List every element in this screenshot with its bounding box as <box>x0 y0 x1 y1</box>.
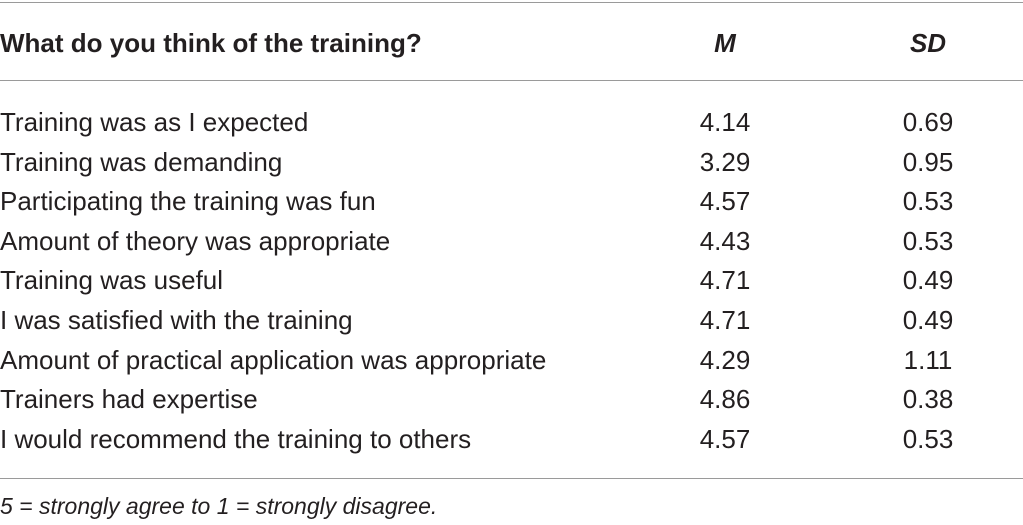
row-value: 0.95 <box>902 146 954 177</box>
row-label: Training was as I expected <box>0 107 309 137</box>
row-value: 4.29 <box>699 344 751 375</box>
footnote: 5 = strongly agree to 1 = strongly disag… <box>0 493 438 519</box>
row-value: 4.43 <box>699 225 751 256</box>
top-rule <box>0 2 1023 3</box>
row-value: 0.53 <box>902 186 954 217</box>
header-cell: What do you think of the training? <box>0 28 422 58</box>
header-rule <box>0 80 1023 81</box>
row-value: 4.86 <box>699 384 751 415</box>
row-label: I would recommend the training to others <box>0 423 472 454</box>
row-label: Trainers had expertise <box>0 384 258 415</box>
row-value: 0.38 <box>902 384 954 415</box>
row-value: 1.11 <box>903 344 953 375</box>
row-label: I was satisfied with the training <box>0 305 353 335</box>
row-value: 0.69 <box>902 107 954 137</box>
row-label: Participating the training was fun <box>0 186 376 217</box>
row-value: 4.57 <box>699 186 751 217</box>
row-value: 0.49 <box>902 305 954 335</box>
header-cell: M <box>714 28 736 58</box>
row-value: 0.53 <box>902 225 954 256</box>
row-value: 4.71 <box>699 265 751 296</box>
row-label: Amount of practical application was appr… <box>0 344 547 375</box>
row-label: Training was useful <box>0 265 224 296</box>
row-label: Training was demanding <box>0 146 283 177</box>
row-value: 0.49 <box>902 265 954 296</box>
row-value: 3.29 <box>699 146 751 177</box>
bottom-rule <box>0 478 1023 479</box>
row-value: 4.57 <box>699 423 751 454</box>
row-label: Amount of theory was appropriate <box>0 225 391 256</box>
header-cell: SD <box>909 28 947 58</box>
row-value: 4.71 <box>699 305 751 335</box>
row-value: 4.14 <box>699 107 751 137</box>
row-value: 0.53 <box>902 423 954 454</box>
